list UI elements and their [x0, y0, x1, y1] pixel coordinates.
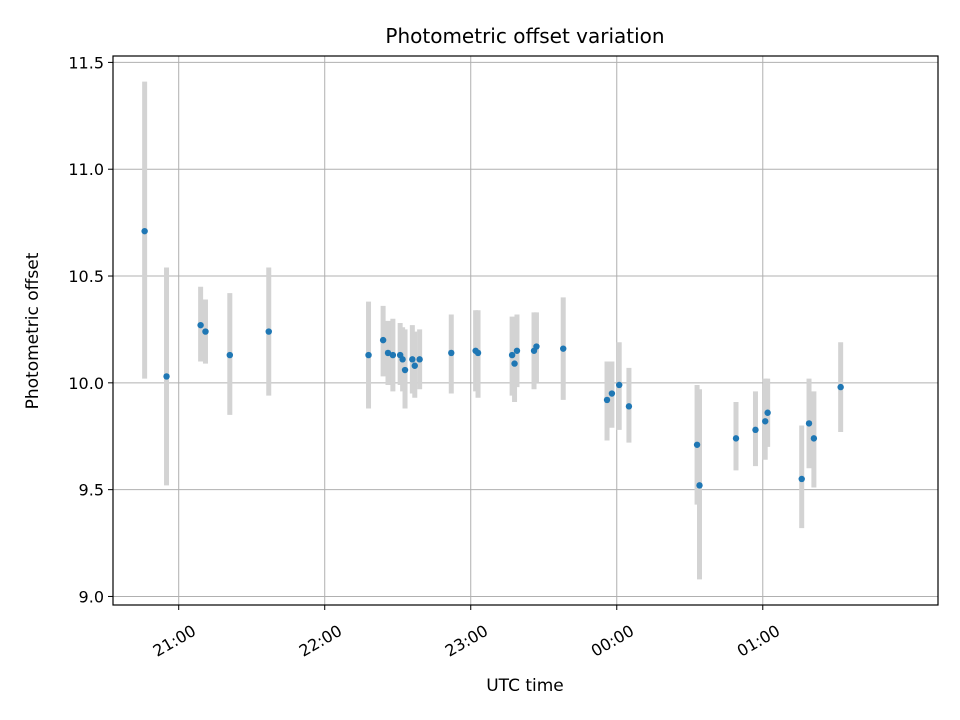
data-point — [399, 356, 406, 363]
data-point — [226, 351, 234, 359]
data-point — [365, 351, 372, 359]
data-point — [141, 227, 148, 235]
data-point — [608, 390, 616, 397]
data-point — [379, 336, 387, 344]
data-point — [837, 383, 844, 391]
y-axis: 9.0 9.5 10.0 10.5 11.0 11.5 — [68, 53, 113, 606]
y-tick-label: 11.5 — [68, 53, 104, 72]
data-point — [752, 426, 759, 434]
y-tick-label: 10.0 — [68, 374, 104, 393]
data-point — [197, 321, 204, 329]
data-point — [265, 328, 272, 335]
data-point — [533, 343, 540, 350]
point-layer — [141, 227, 844, 489]
data-point — [202, 328, 209, 335]
data-point — [511, 360, 518, 367]
data-point — [732, 435, 740, 442]
data-point — [696, 482, 703, 489]
chart-title: Photometric offset variation — [385, 24, 664, 48]
data-point — [762, 418, 769, 425]
data-point — [401, 366, 409, 374]
data-point — [416, 356, 423, 363]
data-point — [615, 381, 623, 389]
data-point — [798, 475, 805, 483]
data-point — [474, 349, 482, 357]
data-point — [508, 351, 516, 359]
y-tick-label: 9.0 — [79, 587, 104, 606]
data-point — [693, 441, 701, 448]
y-tick-label: 10.5 — [68, 267, 104, 286]
data-point — [411, 362, 418, 369]
data-point — [805, 420, 813, 427]
data-point — [810, 435, 818, 442]
y-tick-label: 9.5 — [79, 481, 104, 500]
data-point — [513, 347, 521, 354]
data-point — [560, 345, 567, 352]
data-point — [448, 349, 455, 357]
y-axis-label: Photometric offset — [23, 252, 43, 409]
data-point — [389, 351, 397, 359]
x-axis-label: UTC time — [486, 676, 564, 696]
data-point — [384, 349, 392, 357]
data-point — [764, 409, 771, 416]
data-point — [625, 403, 633, 410]
grid-layer — [113, 56, 938, 605]
data-point — [409, 356, 416, 363]
plot-frame — [112, 55, 939, 606]
y-tick-label: 11.0 — [68, 160, 104, 179]
data-point — [603, 396, 611, 404]
data-point — [163, 373, 170, 380]
